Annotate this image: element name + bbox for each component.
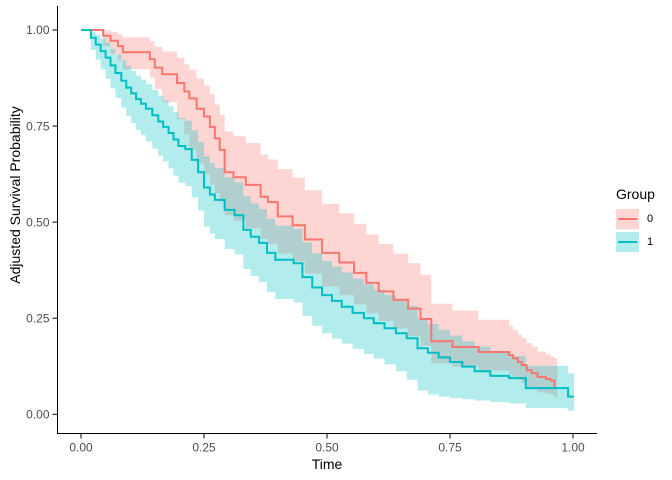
legend-item-group-0: 0	[616, 209, 655, 229]
legend-key-swatch-group-0-icon	[616, 209, 639, 229]
x-tick-label: 0.50	[315, 441, 339, 455]
y-tick-label: 0.50	[26, 215, 50, 229]
confidence-band-group-0	[81, 30, 558, 398]
x-tick-label: 0.25	[192, 441, 216, 455]
legend-key-swatch-group-1-icon	[616, 232, 639, 252]
legend-label-group-1: 1	[647, 236, 654, 248]
y-tick-label: 0.25	[26, 311, 50, 325]
y-tick-label: 0.75	[26, 119, 50, 133]
survival-curve-group-0	[81, 29, 558, 390]
confidence-band-group-1	[81, 30, 574, 411]
legend-key-line-group-0-icon	[618, 218, 637, 220]
y-axis-title: Adjusted Survival Probability	[7, 106, 23, 284]
legend-label-group-0: 0	[647, 213, 654, 225]
legend-title: Group	[616, 186, 655, 202]
legend-item-group-1: 1	[616, 232, 655, 252]
survival-curve-group-1	[81, 29, 574, 398]
y-tick-label: 1.00	[26, 23, 50, 37]
x-tick-label: 1.00	[561, 441, 585, 455]
x-tick-label: 0.75	[438, 441, 462, 455]
legend: Group 0 1	[616, 186, 655, 255]
y-tick-label: 0.00	[26, 408, 50, 422]
legend-key-line-group-1-icon	[618, 241, 637, 243]
x-tick-label: 0.00	[69, 441, 93, 455]
x-axis-title: Time	[311, 456, 343, 472]
